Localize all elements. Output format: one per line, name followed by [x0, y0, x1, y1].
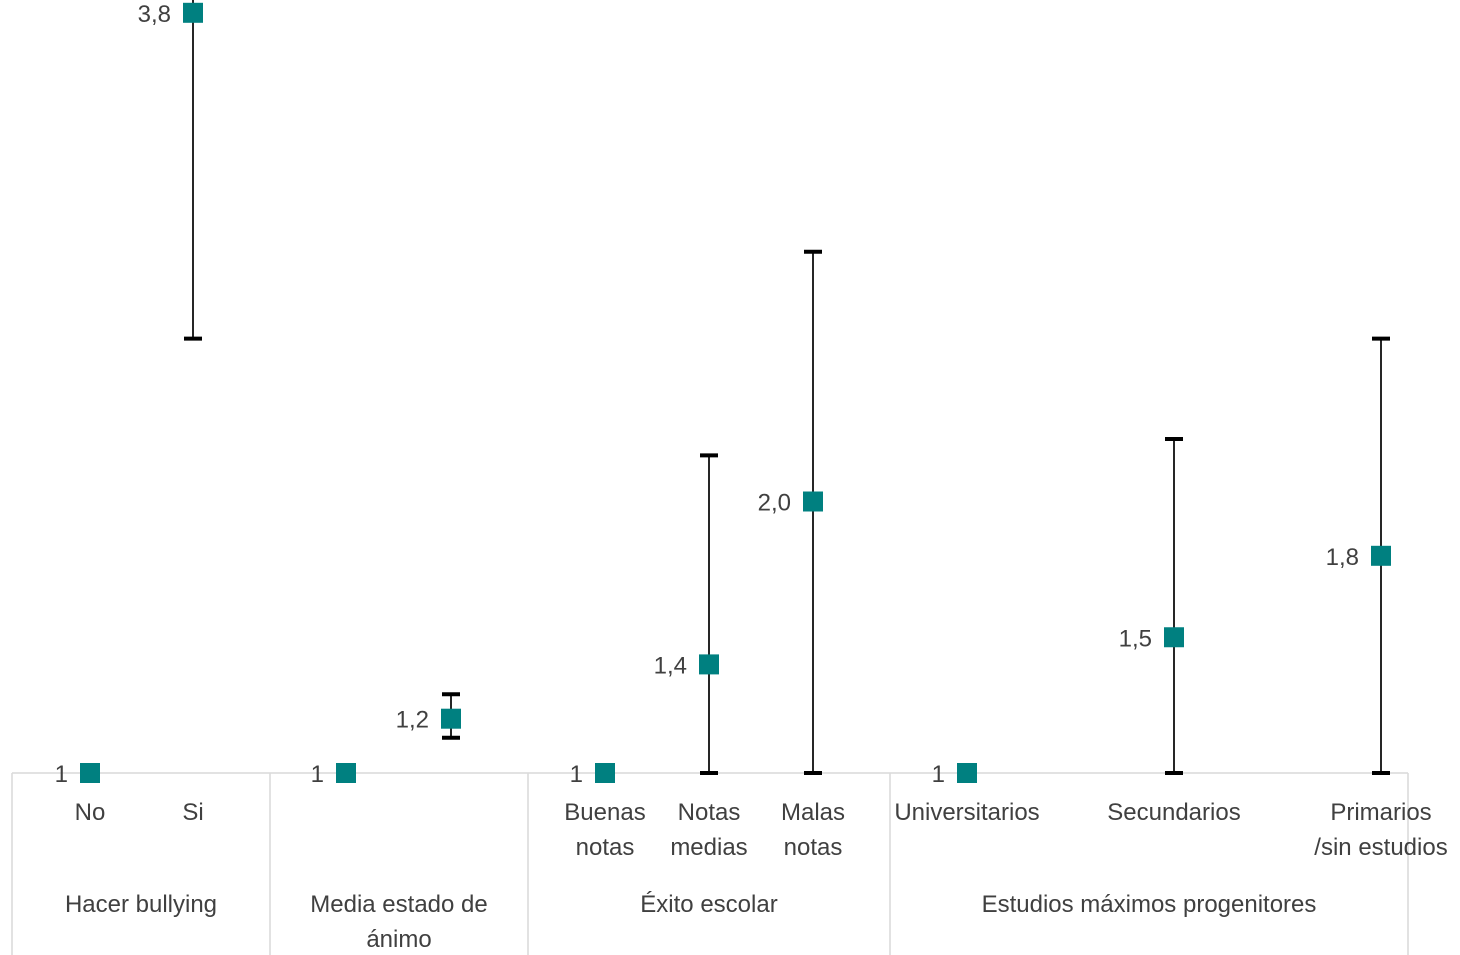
group-label: Media estado de ánimo [310, 891, 487, 953]
data-point-marker [595, 763, 615, 783]
data-point-marker [1371, 545, 1391, 566]
data-label: 1 [932, 761, 945, 788]
category-label: Universitarios [894, 799, 1039, 826]
category-label: Malas notas [781, 799, 845, 861]
data-label: 1 [570, 761, 583, 788]
data-label: 1,2 [396, 707, 429, 734]
data-point-marker [336, 763, 356, 783]
group-label: Estudios máximos progenitores [982, 891, 1317, 918]
group-label: Hacer bullying [65, 891, 217, 918]
data-label: 1,5 [1119, 625, 1152, 652]
data-point-marker [441, 708, 461, 729]
data-point-marker [80, 763, 100, 783]
category-label: Notas medias [670, 799, 747, 861]
data-label: 1 [55, 761, 68, 788]
data-point-marker [699, 654, 719, 675]
category-label: No [75, 799, 106, 826]
category-label: Si [182, 799, 203, 826]
data-point-marker [803, 491, 823, 512]
category-label: Buenas notas [564, 799, 645, 861]
data-point-marker [1164, 627, 1184, 648]
data-label: 1,4 [654, 652, 687, 679]
data-label: 2,0 [758, 490, 791, 517]
category-label: Secundarios [1107, 799, 1240, 826]
data-point-marker [183, 2, 203, 23]
data-label: 1 [311, 761, 324, 788]
data-label: 1,8 [1326, 544, 1359, 571]
data-point-marker [957, 763, 977, 783]
category-label: Primarios/sin estudios [1314, 799, 1447, 861]
data-label: 3,8 [138, 1, 171, 28]
group-label: Éxito escolar [640, 891, 777, 918]
